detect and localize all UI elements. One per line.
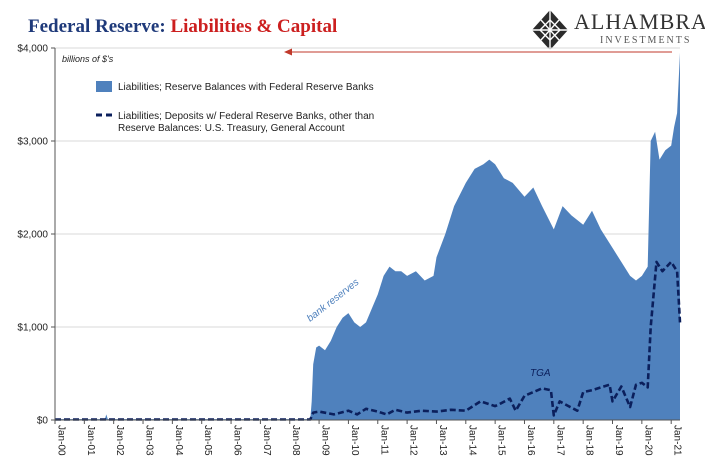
- y-tick-label: $4,000: [17, 44, 48, 55]
- x-tick-label: Jan-20: [642, 425, 653, 456]
- diamond-lattice-logo-icon: [532, 10, 568, 50]
- x-tick-label: Jan-00: [56, 425, 67, 456]
- x-tick-label: Jan-15: [496, 425, 507, 456]
- legend: Liabilities; Reserve Balances with Feder…: [96, 81, 377, 134]
- y-tick-label: $1,000: [17, 323, 48, 334]
- x-tick-label: Jan-08: [290, 425, 301, 456]
- x-tick-label: Jan-06: [232, 425, 243, 456]
- y-tick-label: $2,000: [17, 230, 48, 241]
- x-tick-label: Jan-07: [261, 425, 272, 456]
- x-tick-label: Jan-14: [466, 425, 477, 456]
- chart-title-part1: Federal Reserve:: [28, 16, 171, 37]
- x-tick-label: Jan-02: [114, 425, 125, 456]
- x-tick-label: Jan-01: [85, 425, 96, 456]
- chart-title-part2: Liabilities & Capital: [170, 16, 338, 37]
- x-tick-label: Jan-05: [202, 425, 213, 456]
- x-tick-label: Jan-11: [378, 425, 389, 455]
- x-tick-label: Jan-19: [613, 425, 624, 456]
- chart-title: Federal Reserve: Liabilities & Capital: [28, 16, 337, 38]
- reserves-series: [55, 52, 680, 420]
- reserves-area: [55, 52, 680, 420]
- x-tick-label: Jan-09: [320, 425, 331, 456]
- x-tick-label: Jan-03: [144, 425, 155, 456]
- current-value-arrow: [284, 48, 672, 56]
- x-axis-ticks: Jan-00 Jan-01 Jan-02 Jan-03 Jan-04 Jan-05 Jan-…: [54, 420, 683, 456]
- annotation-bank-reserves: bank reserves: [305, 277, 361, 324]
- unit-label: billions of $'s: [62, 54, 114, 64]
- x-tick-label: Jan-17: [554, 425, 565, 456]
- alhambra-logo: ALHAMBRA INVESTMENTS: [530, 8, 705, 54]
- x-tick-label: Jan-13: [437, 425, 448, 456]
- x-tick-label: Jan-12: [408, 425, 419, 456]
- y-axis-ticks: $0 $1,000 $2,000 $3,000 $4,000: [17, 44, 55, 427]
- x-tick-label: Jan-04: [173, 425, 184, 456]
- logo-subtitle: INVESTMENTS: [600, 35, 692, 46]
- legend-swatch-reserves: [96, 81, 112, 92]
- y-tick-label: $0: [37, 416, 49, 427]
- annotation-tga: TGA: [530, 368, 551, 379]
- y-tick-label: $3,000: [17, 137, 48, 148]
- x-tick-label: Jan-21: [672, 425, 683, 456]
- legend-label-reserves: Liabilities; Reserve Balances with Feder…: [118, 82, 374, 93]
- logo-name: ALHAMBRA: [574, 9, 705, 34]
- x-tick-label: Jan-10: [349, 425, 360, 456]
- x-tick-label: Jan-18: [584, 425, 595, 456]
- x-tick-label: Jan-16: [525, 425, 536, 456]
- legend-label-tga: Liabilities; Deposits w/ Federal Reserve…: [118, 111, 377, 134]
